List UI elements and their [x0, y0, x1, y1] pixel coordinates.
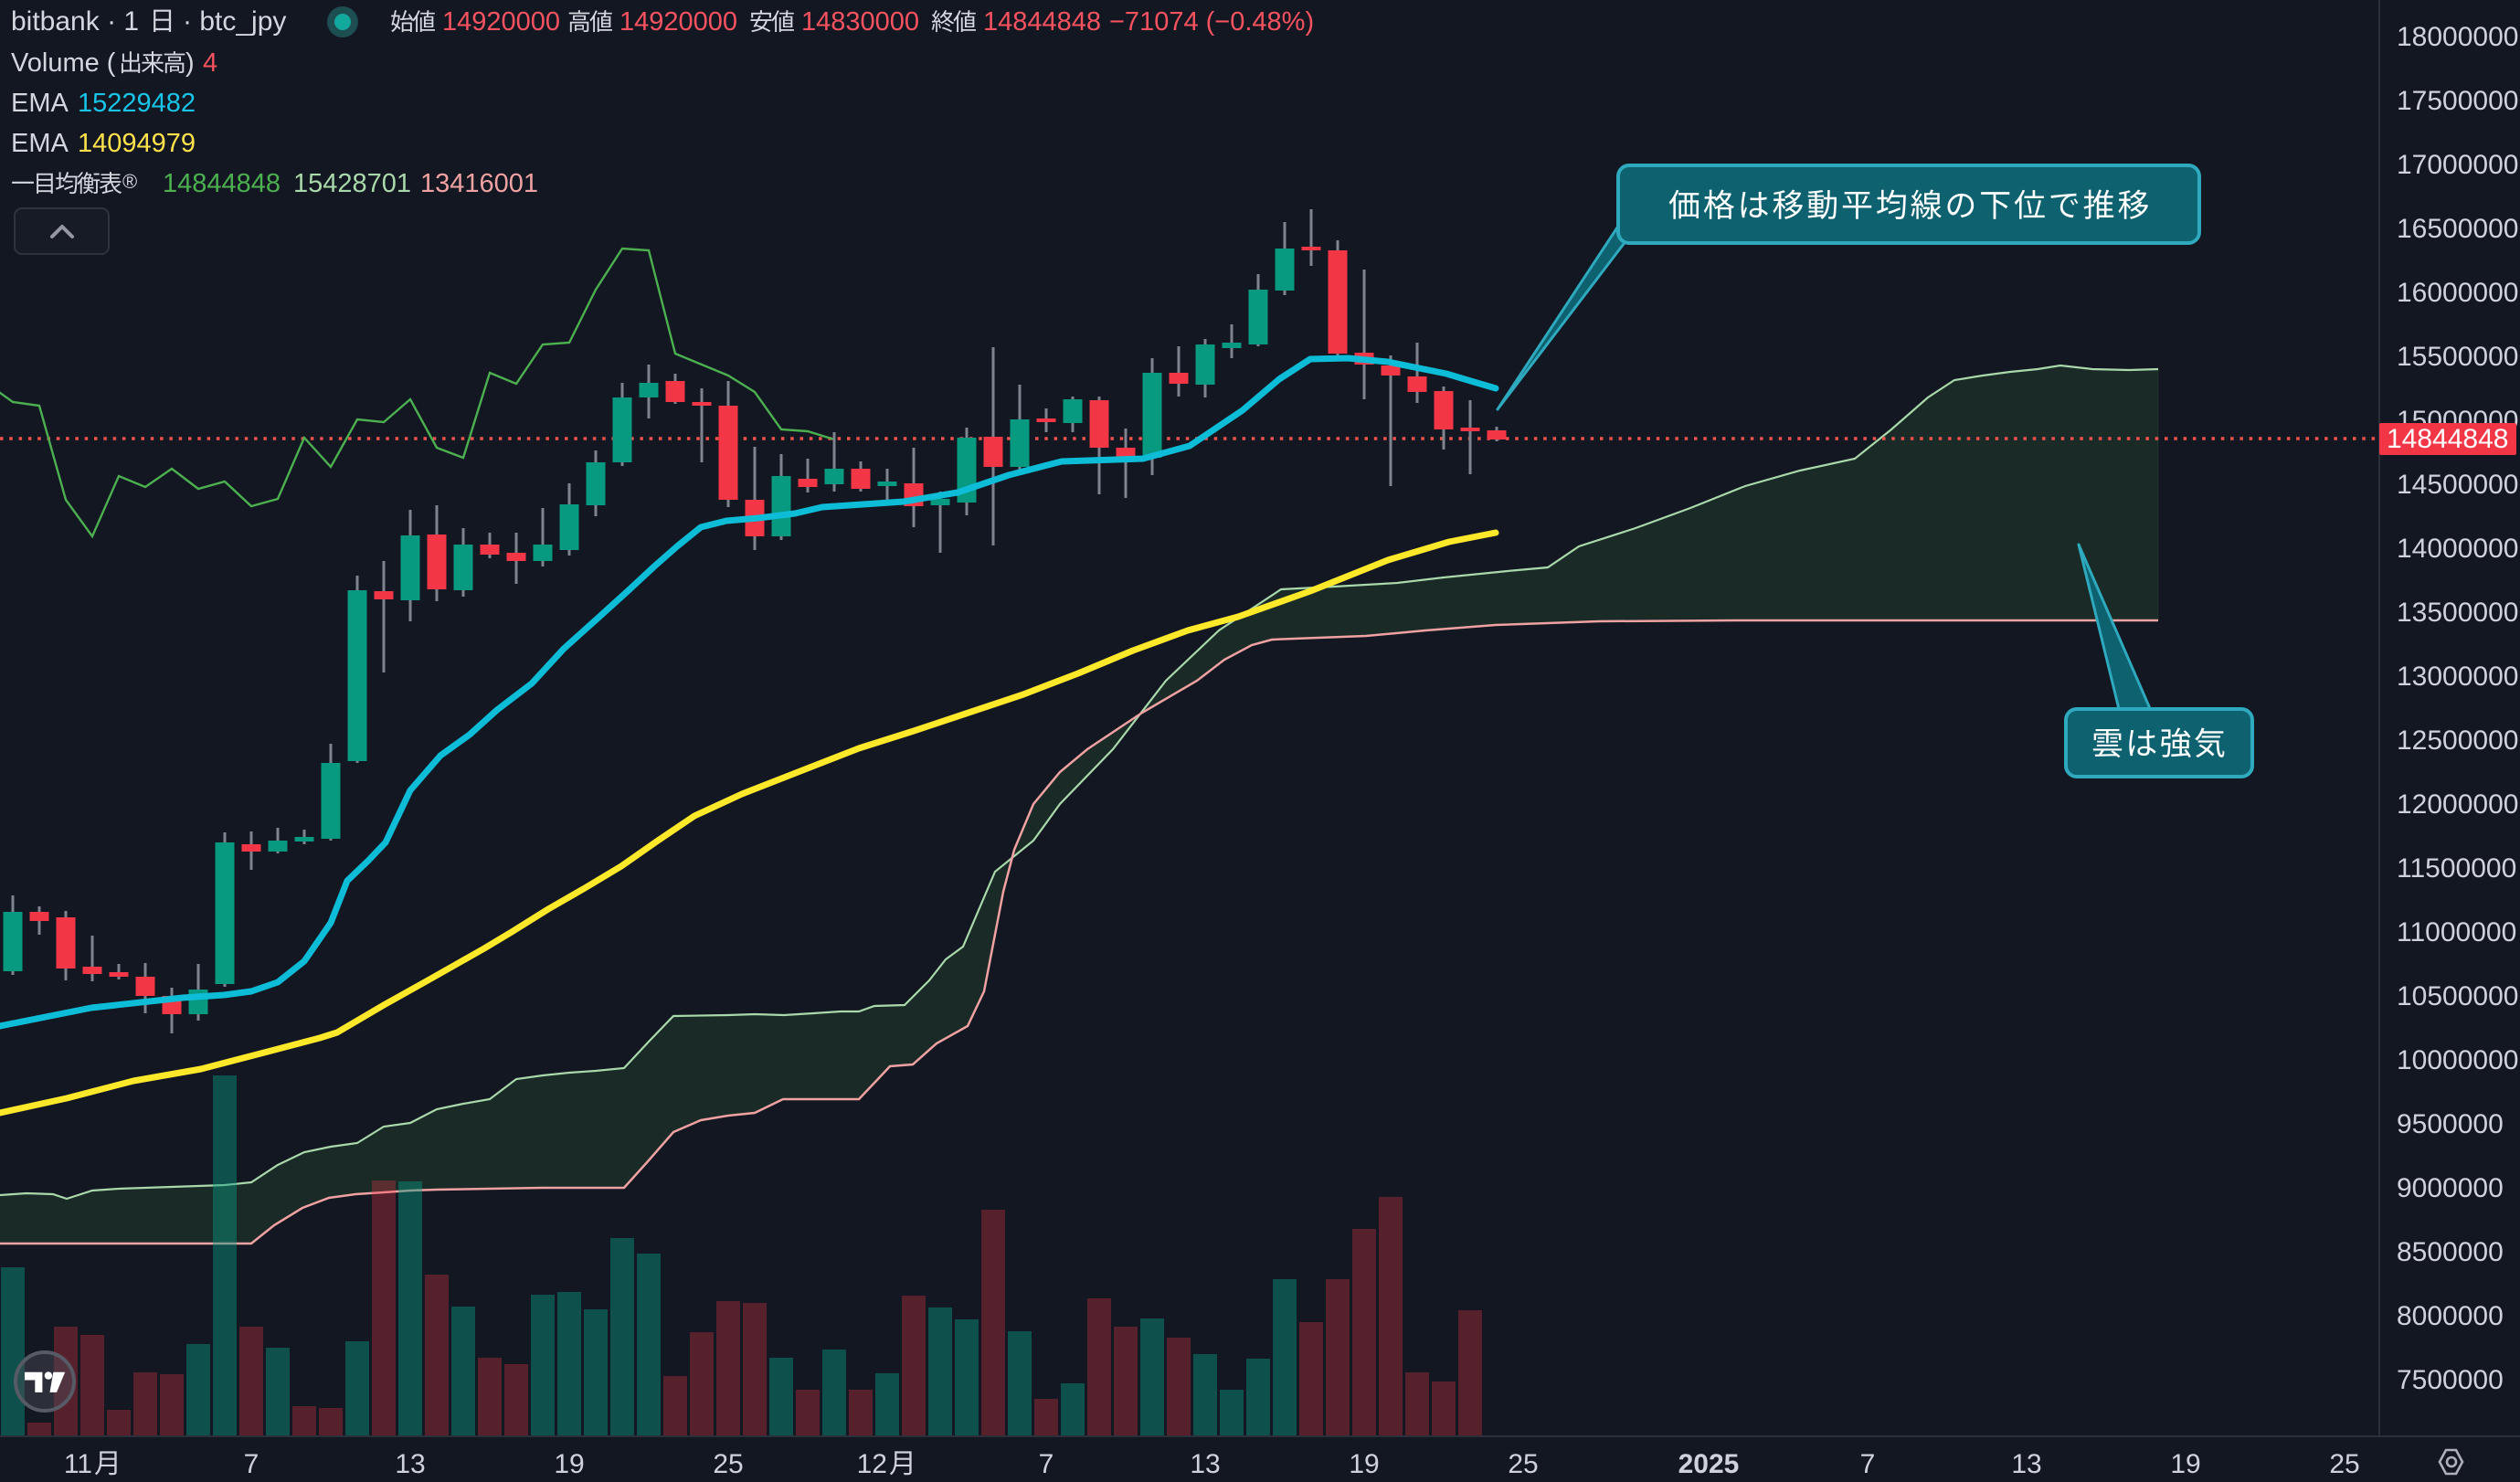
svg-text:17500000: 17500000 — [2397, 86, 2518, 116]
svg-text:®: ® — [122, 170, 137, 193]
svg-text:12500000: 12500000 — [2397, 725, 2518, 756]
svg-text:25: 25 — [2329, 1449, 2359, 1479]
svg-text:8500000: 8500000 — [2397, 1237, 2504, 1267]
svg-text:7: 7 — [1860, 1449, 1876, 1479]
svg-text:16500000: 16500000 — [2397, 214, 2518, 244]
svg-text:8000000: 8000000 — [2397, 1301, 2504, 1331]
svg-text:25: 25 — [1508, 1449, 1538, 1479]
svg-text:4: 4 — [203, 48, 217, 78]
svg-text:16000000: 16000000 — [2397, 278, 2518, 308]
svg-text:· btc_jpy: · btc_jpy — [183, 6, 286, 37]
svg-text:13: 13 — [2011, 1449, 2041, 1479]
svg-text:10000000: 10000000 — [2397, 1045, 2518, 1075]
svg-text:EMA: EMA — [11, 89, 69, 118]
svg-text:12: 12 — [857, 1449, 887, 1479]
svg-text:14500000: 14500000 — [2397, 470, 2518, 500]
svg-text:14920000: 14920000 — [619, 7, 737, 37]
svg-text:13: 13 — [1190, 1449, 1220, 1479]
svg-text:13000000: 13000000 — [2397, 662, 2518, 692]
svg-text:): ) — [185, 48, 195, 78]
svg-text:17000000: 17000000 — [2397, 150, 2518, 180]
svg-text:14844848: 14844848 — [163, 169, 281, 198]
svg-text:14000000: 14000000 — [2397, 534, 2518, 564]
svg-text:19: 19 — [554, 1449, 584, 1479]
svg-text:11: 11 — [64, 1449, 92, 1479]
svg-text:11000000: 11000000 — [2397, 917, 2516, 947]
svg-text:14830000: 14830000 — [801, 7, 919, 37]
svg-text:12000000: 12000000 — [2397, 789, 2518, 820]
svg-text:25: 25 — [713, 1449, 743, 1479]
svg-text:bitbank · 1: bitbank · 1 — [11, 6, 139, 37]
svg-text:7: 7 — [1039, 1449, 1054, 1479]
svg-text:19: 19 — [2170, 1449, 2200, 1479]
svg-text:18000000: 18000000 — [2397, 22, 2518, 52]
svg-text:14094979: 14094979 — [78, 129, 196, 158]
svg-text:2025: 2025 — [1678, 1449, 1740, 1479]
svg-text:11500000: 11500000 — [2397, 853, 2516, 884]
svg-text:15428701: 15428701 — [293, 169, 411, 198]
svg-text:15229482: 15229482 — [78, 89, 196, 118]
svg-text:19: 19 — [1349, 1449, 1379, 1479]
svg-text:EMA: EMA — [11, 129, 69, 158]
svg-text:13416001: 13416001 — [420, 169, 538, 198]
svg-text:−71074 (−0.48%): −71074 (−0.48%) — [1109, 7, 1314, 37]
svg-text:15500000: 15500000 — [2397, 342, 2518, 372]
svg-text:7: 7 — [244, 1449, 259, 1479]
svg-text:13: 13 — [395, 1449, 425, 1479]
svg-text:10500000: 10500000 — [2397, 981, 2518, 1011]
svg-text:14844848: 14844848 — [2387, 424, 2508, 454]
svg-text:7500000: 7500000 — [2397, 1365, 2504, 1395]
svg-text:9000000: 9000000 — [2397, 1173, 2504, 1203]
svg-text:9500000: 9500000 — [2397, 1109, 2504, 1139]
svg-text:14844848: 14844848 — [983, 7, 1101, 37]
svg-text:13500000: 13500000 — [2397, 598, 2518, 628]
svg-text:14920000: 14920000 — [442, 7, 560, 37]
svg-text:Volume (: Volume ( — [11, 48, 116, 78]
